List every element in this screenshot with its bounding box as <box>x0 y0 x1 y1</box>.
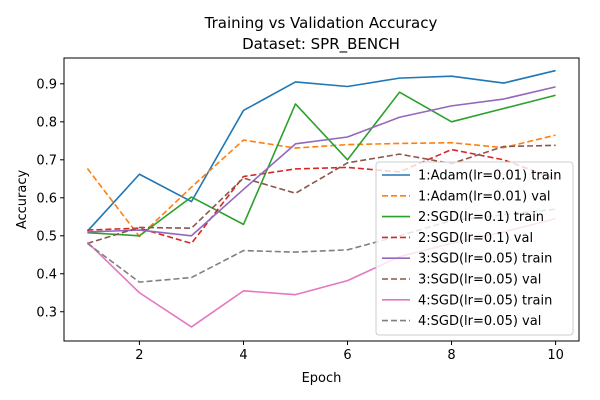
x-tick-label: 8 <box>447 348 455 363</box>
legend-label-8: 4:SGD(lr=0.05) val <box>418 314 541 329</box>
legend-label-6: 3:SGD(lr=0.05) val <box>418 273 541 288</box>
y-tick-label: 0.7 <box>36 153 57 168</box>
chart-legend: 1:Adam(lr=0.01) train 1:Adam(lr=0.01) val… <box>375 161 574 336</box>
legend-label-7: 4:SGD(lr=0.05) train <box>418 293 552 308</box>
x-tick-label: 2 <box>135 348 143 363</box>
legend-label-1: 1:Adam(lr=0.01) train <box>418 169 562 184</box>
chart-subtitle: Dataset: SPR_BENCH <box>242 35 400 54</box>
legend-label-3: 2:SGD(lr=0.1) train <box>418 210 544 225</box>
chart-title: Training vs Validation Accuracy <box>204 14 438 32</box>
x-axis: 2 4 6 8 10 <box>135 341 564 363</box>
y-axis-label: Accuracy <box>15 170 30 230</box>
y-tick-label: 0.8 <box>36 115 57 130</box>
series-line-6 <box>87 144 556 245</box>
series-line-3 <box>87 91 556 237</box>
series-line-1 <box>86 69 556 232</box>
plot-frame <box>63 57 580 342</box>
x-tick-label: 10 <box>547 348 564 363</box>
y-tick-label: 0.5 <box>36 229 57 244</box>
y-tick-label: 0.6 <box>36 191 57 206</box>
series-line-5 <box>87 86 556 237</box>
legend-label-2: 1:Adam(lr=0.01) val <box>418 189 551 204</box>
legend-label-4: 2:SGD(lr=0.1) val <box>418 231 533 246</box>
x-tick-label: 6 <box>343 348 351 363</box>
series-line-2 <box>86 134 556 238</box>
x-tick-label: 4 <box>239 348 247 363</box>
y-tick-label: 0.3 <box>36 305 57 320</box>
y-tick-label: 0.9 <box>36 77 57 92</box>
legend-label-5: 3:SGD(lr=0.05) train <box>418 252 552 267</box>
x-axis-label: Epoch <box>302 371 342 386</box>
legend-box <box>375 161 574 336</box>
y-axis: 0.3 0.4 0.5 0.6 0.7 0.8 0.9 <box>36 77 64 320</box>
y-tick-label: 0.4 <box>36 267 57 282</box>
